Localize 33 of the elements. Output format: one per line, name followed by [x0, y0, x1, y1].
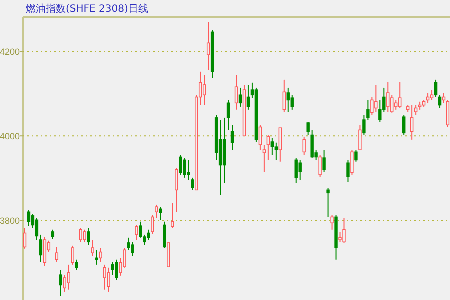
candlestick [410, 104, 414, 140]
candlestick [234, 74, 238, 110]
candlestick [107, 267, 110, 292]
candlestick [187, 160, 190, 181]
candlestick [330, 214, 334, 230]
chart-title: 燃油指数(SHFE 2308)日线 [26, 3, 148, 15]
candlestick [226, 100, 230, 131]
candlestick [334, 214, 338, 260]
candlestick [386, 82, 390, 113]
y-tick-label: 3800 [0, 216, 20, 226]
candlestick [99, 248, 102, 262]
y-tick-label: 4200 [0, 47, 20, 58]
candlestick [159, 206, 162, 221]
candlestick [286, 87, 290, 113]
candlestick [374, 84, 378, 113]
candlestick [67, 264, 70, 290]
candlestick [262, 144, 266, 173]
candlestick [206, 22, 210, 71]
candlestick [218, 120, 222, 196]
candlestick [230, 124, 234, 151]
candlestick [326, 188, 330, 218]
candlestick [270, 138, 274, 156]
candlestick [59, 270, 63, 297]
candlestick [238, 87, 242, 108]
candlestick [202, 74, 206, 106]
y-tick-label: 4000 [0, 132, 20, 142]
candlestick [362, 114, 366, 136]
candlestick [258, 124, 262, 151]
candlestick [95, 250, 98, 266]
candlestick [222, 117, 226, 184]
candlestick [294, 158, 298, 184]
candlestick [35, 218, 39, 241]
candlestick [39, 234, 43, 262]
